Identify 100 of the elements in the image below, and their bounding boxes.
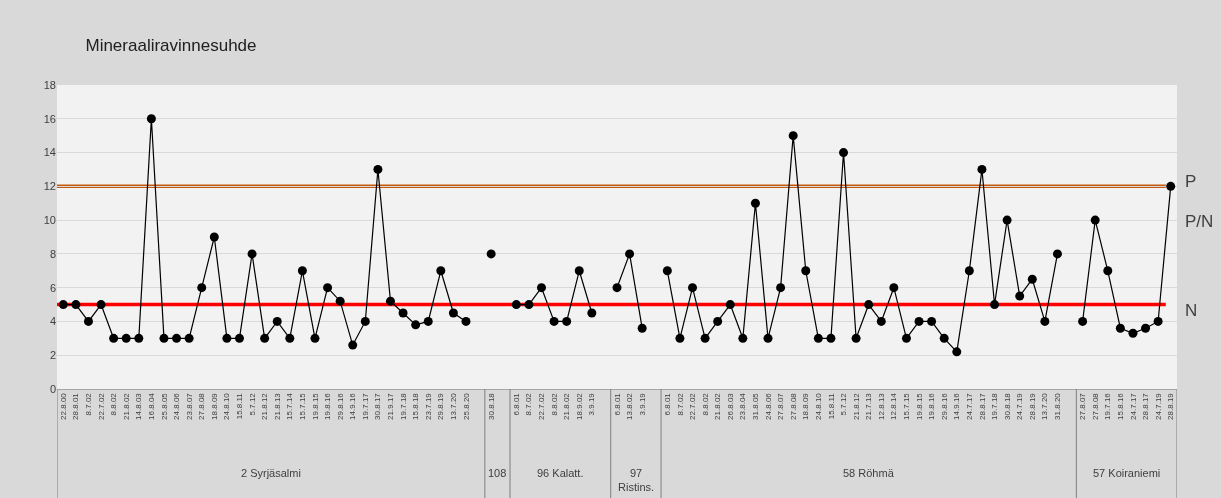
x-tick-label: 31.8.20 bbox=[1053, 392, 1063, 420]
x-tick-label: 30.8.18 bbox=[1002, 392, 1012, 420]
x-tick-label: 21.8.13 bbox=[272, 392, 282, 420]
x-tick-label: 30.8.18 bbox=[486, 392, 496, 420]
x-tick-label: 24.8.10 bbox=[813, 392, 823, 420]
x-tick-label: 28.8.17 bbox=[977, 392, 987, 420]
x-tick-label: 24.7.17 bbox=[964, 392, 974, 420]
x-tick-label: 19.7.17 bbox=[360, 392, 370, 420]
text: 57 Koiraniemi bbox=[1093, 467, 1161, 479]
x-tick-label: 21.8.02 bbox=[562, 392, 572, 420]
x-tick-label: 27.8.07 bbox=[1078, 392, 1088, 420]
x-tick-label: 8.7.02 bbox=[84, 392, 94, 416]
x-tick-label: 15.7.15 bbox=[902, 392, 912, 420]
x-tick-label: 29.8.16 bbox=[939, 392, 949, 420]
x-tick-label: 15.8.16 bbox=[1115, 392, 1125, 420]
x-tick-label: 19.7.18 bbox=[990, 392, 1000, 420]
x-tick-label: 23.8.07 bbox=[184, 392, 194, 420]
x-tick-label: 27.8.08 bbox=[197, 392, 207, 420]
y-tick-label: 0 bbox=[49, 382, 56, 395]
x-tick-label: 18.8.09 bbox=[209, 392, 219, 420]
x-tick-label: 21.8.12 bbox=[260, 392, 270, 420]
x-tick-label: 19.8.15 bbox=[310, 392, 320, 420]
y-tick-label: 14 bbox=[43, 146, 56, 159]
x-tick-label: 29.8.19 bbox=[436, 392, 446, 420]
x-tick-label: 15.8.11 bbox=[826, 392, 836, 420]
y-tick-label: 8 bbox=[49, 247, 56, 260]
x-tick-label: 22.8.00 bbox=[58, 392, 68, 420]
x-tick-label: 18.8.09 bbox=[801, 392, 811, 420]
x-tick-label: 21.7.13 bbox=[864, 392, 874, 420]
x-tick-label: 3.9.19 bbox=[587, 392, 597, 416]
x-tick-label: 24.8.10 bbox=[222, 392, 232, 420]
x-tick-label: 8.8.02 bbox=[549, 392, 559, 416]
text: P bbox=[1185, 172, 1197, 191]
x-tick-label: 21.8.02 bbox=[713, 392, 723, 420]
x-tick-label: 28.8.01 bbox=[71, 392, 81, 420]
x-tick-label: 30.8.17 bbox=[373, 392, 383, 420]
text: 58 Röhmä bbox=[843, 467, 895, 479]
x-tick-label: 6.8.01 bbox=[612, 392, 622, 416]
x-tick-label: 22.7.02 bbox=[537, 392, 547, 420]
x-tick-label: 8.8.02 bbox=[700, 392, 710, 416]
x-tick-label: 24.8.06 bbox=[763, 392, 773, 420]
x-tick-label: 6.8.01 bbox=[662, 392, 672, 416]
y-tick-label: 10 bbox=[43, 213, 56, 226]
x-tick-label: 24.7.17 bbox=[1128, 392, 1138, 420]
x-tick-label: 24.7.19 bbox=[1153, 392, 1163, 420]
x-tick-label: 23.8.04 bbox=[738, 392, 748, 420]
x-tick-label: 13.7.20 bbox=[449, 392, 458, 420]
x-tick-label: 15.7.14 bbox=[285, 392, 295, 420]
y-tick-label: 2 bbox=[49, 349, 56, 362]
y-tick-label: 18 bbox=[43, 78, 56, 91]
x-tick-label: 13.8.02 bbox=[625, 392, 635, 420]
x-tick-label: 27.8.08 bbox=[788, 392, 798, 420]
x-tick-label: 24.8.06 bbox=[172, 392, 182, 420]
x-tick-label: 18.9.02 bbox=[574, 392, 584, 420]
x-tick-label: 22.7.02 bbox=[688, 392, 698, 420]
text: P/N bbox=[1185, 212, 1214, 231]
x-tick-label: 25.8.05 bbox=[159, 392, 169, 420]
text: 96 Kalatt. bbox=[537, 467, 584, 479]
x-tick-label: 5.7.12 bbox=[839, 392, 849, 416]
x-tick-label: 14.9.16 bbox=[952, 392, 962, 420]
x-tick-label: 6.8.01 bbox=[511, 392, 521, 416]
x-tick-label: 15.8.18 bbox=[411, 392, 421, 420]
x-tick-label: 21.9.17 bbox=[386, 392, 396, 420]
text: N bbox=[1185, 301, 1198, 320]
x-tick-label: 21.8.12 bbox=[851, 392, 861, 420]
x-tick-label: 16.8.04 bbox=[146, 392, 156, 420]
x-tick-label: 23.7.19 bbox=[423, 392, 433, 420]
y-tick-label: 6 bbox=[49, 281, 56, 294]
x-tick-label: 12.8.13 bbox=[876, 392, 886, 420]
x-tick-label: 8.7.02 bbox=[524, 392, 534, 416]
x-tick-label: 29.8.16 bbox=[335, 392, 345, 420]
y-tick-label: 4 bbox=[49, 315, 56, 328]
x-tick-label: 22.7.02 bbox=[96, 392, 106, 420]
x-tick-label: 19.8.16 bbox=[927, 392, 937, 420]
x-tick-label: 25.8.20 bbox=[461, 392, 471, 420]
x-tick-label: 28.8.19 bbox=[1027, 392, 1037, 420]
x-tick-label: 5.7.12 bbox=[247, 392, 257, 416]
x-tick-label: 27.8.07 bbox=[776, 392, 786, 420]
text: 97 Ristins. bbox=[618, 467, 655, 494]
x-tick-label: 28.8.19 bbox=[1166, 392, 1176, 420]
x-tick-label: 14.8.03 bbox=[134, 392, 144, 420]
x-tick-label: 19.7.16 bbox=[1103, 392, 1113, 420]
y-tick-label: 12 bbox=[43, 180, 56, 193]
x-tick-label: 26.8.03 bbox=[725, 392, 735, 420]
x-tick-label: 8.8.02 bbox=[109, 392, 119, 416]
x-tick-label: 12.8.14 bbox=[889, 392, 899, 420]
x-tick-label: 13.7.20 bbox=[1040, 392, 1050, 420]
x-tick-label: 19.7.18 bbox=[398, 392, 408, 420]
x-tick-label: 15.8.11 bbox=[235, 392, 245, 420]
y-tick-label: 16 bbox=[43, 112, 56, 125]
x-tick-label: 8.7.02 bbox=[675, 392, 685, 416]
x-tick-label: 15.7.15 bbox=[297, 392, 307, 420]
x-tick-label: 19.8.16 bbox=[323, 392, 333, 420]
text: 108 bbox=[488, 467, 507, 479]
x-tick-label: 24.7.19 bbox=[1015, 392, 1025, 420]
x-tick-label: 14.9.16 bbox=[348, 392, 358, 420]
chart-title: Mineraaliravinnesuhde bbox=[85, 35, 257, 55]
x-tick-label: 28.8.17 bbox=[1141, 392, 1151, 420]
text: 2 Syrjäsalmi bbox=[241, 467, 301, 479]
x-tick-label: 31.8.05 bbox=[751, 392, 761, 420]
